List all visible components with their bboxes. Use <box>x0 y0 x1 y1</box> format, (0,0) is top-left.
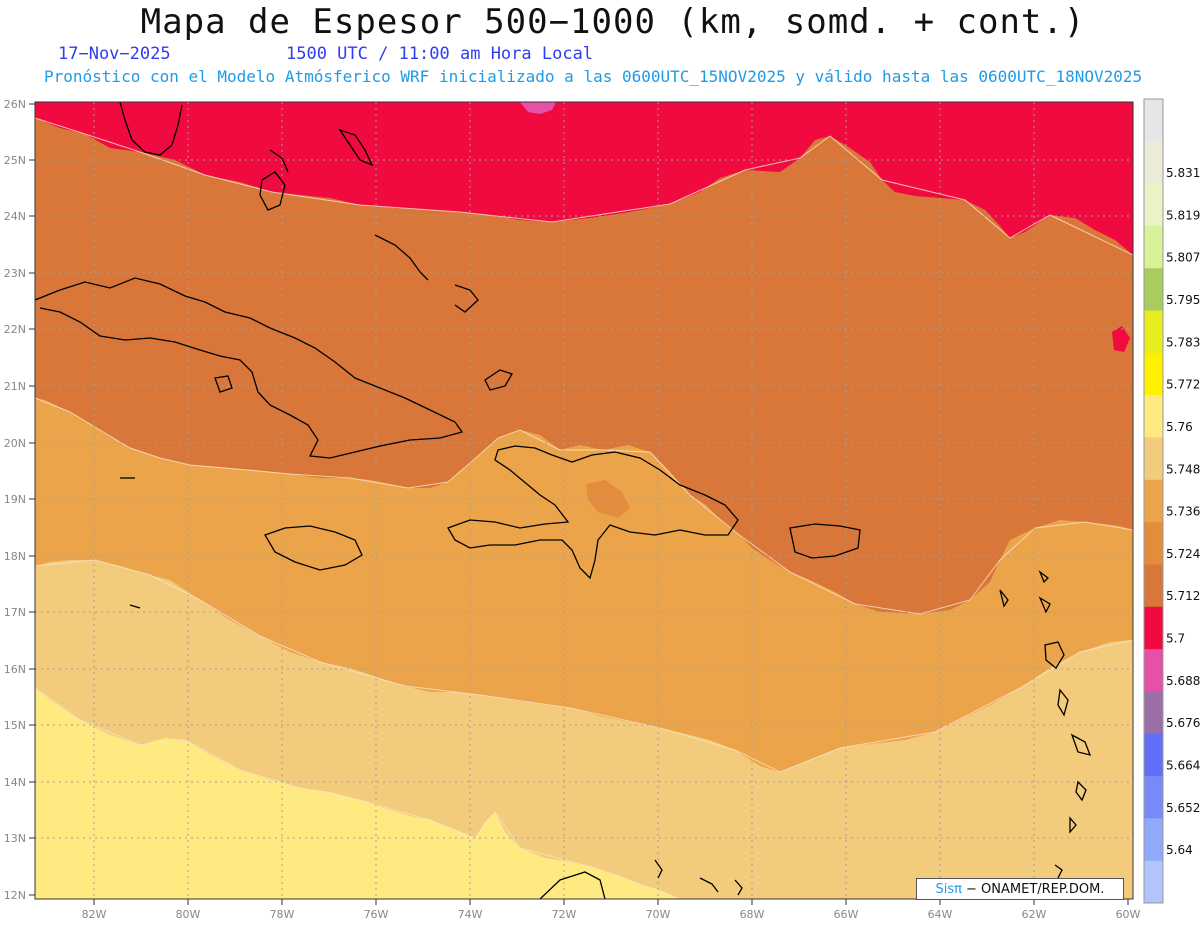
lon-label: 64W <box>928 908 953 921</box>
map-area <box>35 102 1133 899</box>
lat-label: 22N <box>4 323 26 336</box>
band-5736 <box>35 398 1133 772</box>
colorbar-label: 5.819 <box>1166 208 1200 222</box>
colorbar-label: 5.783 <box>1166 335 1200 349</box>
forecast-date: 17−Nov−2025 <box>58 44 171 64</box>
lat-label: 17N <box>4 606 26 619</box>
jamaica-coast <box>264 525 363 571</box>
lat-label: 23N <box>4 267 26 280</box>
colorbar-label: 5.7 <box>1166 632 1185 646</box>
lon-label: 74W <box>458 908 483 921</box>
lon-label: 82W <box>82 908 107 921</box>
colorbar-label: 5.795 <box>1166 293 1200 307</box>
lat-label: 18N <box>4 550 26 563</box>
credit-box: Sisπ − ONAMET/REP.DOM. <box>916 878 1124 900</box>
lon-label: 72W <box>552 908 577 921</box>
colorbar-swatch <box>1144 437 1163 481</box>
colorbar-label: 5.772 <box>1166 378 1200 392</box>
colorbar-swatch <box>1144 141 1163 185</box>
puerto-rico-coast <box>789 523 861 559</box>
credit-org: − ONAMET/REP.DOM. <box>966 881 1105 897</box>
band-5712 <box>35 102 1133 614</box>
colorbar-swatch <box>1144 183 1163 227</box>
lon-label: 80W <box>176 908 201 921</box>
colorbar-swatch <box>1144 818 1163 862</box>
lon-label: 76W <box>364 908 389 921</box>
lat-label: 16N <box>4 663 26 676</box>
hispaniola-coast <box>447 445 739 580</box>
band-57 <box>35 102 1133 255</box>
lat-label: 24N <box>4 210 26 223</box>
colorbar-swatch <box>1144 395 1163 439</box>
colorbar-label: 5.748 <box>1166 462 1200 476</box>
lon-label: 60W <box>1116 908 1141 921</box>
colorbar: 5.831 5.819 5.807 5.795 5.783 5.772 5.76 5.748 5… <box>1143 98 1200 904</box>
lon-label: 62W <box>1022 908 1047 921</box>
colorbar-frame <box>1143 98 1164 904</box>
bahamas-eleuthera <box>338 128 374 167</box>
colorbar-label: 5.724 <box>1166 547 1200 561</box>
colorbar-label: 5.676 <box>1166 716 1200 730</box>
lat-label: 14N <box>4 776 26 789</box>
colorbar-swatch <box>1144 776 1163 819</box>
lat-label: 21N <box>4 380 26 393</box>
colorbar-label: 5.664 <box>1166 758 1200 772</box>
lat-label: 25N <box>4 154 26 167</box>
lon-label: 70W <box>646 908 671 921</box>
longitude-labels: 82W 80W 78W 76W 74W 72W 70W 68W 66W 64W … <box>82 908 1141 921</box>
colorbar-label: 5.64 <box>1166 843 1193 857</box>
lat-label: 19N <box>4 493 26 506</box>
band-5688-patch <box>520 102 556 114</box>
colorbar-label: 5.652 <box>1166 801 1200 815</box>
forecast-time: 1500 UTC / 11:00 am Hora Local <box>286 44 594 64</box>
colorbar-swatch <box>1144 649 1163 692</box>
colorbar-swatch <box>1144 352 1163 396</box>
lat-label: 20N <box>4 437 26 450</box>
lon-label: 68W <box>740 908 765 921</box>
lat-label: 13N <box>4 832 26 845</box>
colorbar-swatch <box>1144 225 1163 269</box>
lat-label: 26N <box>4 98 26 111</box>
map-frame <box>34 101 1134 900</box>
tick-marks <box>29 103 1129 905</box>
colorbar-swatch <box>1144 564 1163 608</box>
latitude-labels: 26N 25N 24N 23N 22N 21N 20N 19N 18N 17N … <box>4 98 26 902</box>
coastlines <box>35 102 1092 899</box>
model-subtitle: Pronóstico con el Modelo Atmósferico WRF… <box>44 67 1143 86</box>
colorbar-label: 5.831 <box>1166 166 1200 180</box>
lat-label: 15N <box>4 719 26 732</box>
bahamas-andros <box>259 171 286 211</box>
colorbar-swatch <box>1144 691 1163 735</box>
colorbar-swatch <box>1144 268 1163 312</box>
lon-label: 78W <box>270 908 295 921</box>
colorbar-swatch <box>1144 860 1163 904</box>
colorbar-swatch <box>1144 522 1163 565</box>
colorbar-label: 5.688 <box>1166 674 1200 688</box>
colorbar-swatch <box>1144 606 1163 650</box>
colorbar-swatch <box>1144 99 1163 142</box>
colorbar-label: 5.736 <box>1166 505 1200 519</box>
cuba-coast <box>35 277 464 459</box>
contour-lines <box>35 117 1133 899</box>
south-america-coast <box>539 871 606 899</box>
colorbar-swatch <box>1144 733 1163 777</box>
colorbar-label: 5.807 <box>1166 251 1200 265</box>
lat-label: 12N <box>4 889 26 902</box>
band-576 <box>35 688 680 899</box>
colorbar-label: 5.76 <box>1166 420 1193 434</box>
colorbar-swatch <box>1144 310 1163 354</box>
map-title: Mapa de Espesor 500−1000 (km, somd. + co… <box>140 2 1086 42</box>
credit-brand: Sisπ <box>935 881 963 897</box>
band-5724-hispaniola <box>586 480 630 518</box>
colorbar-swatch <box>1144 479 1163 523</box>
band-57-patch <box>1112 326 1130 352</box>
florida-coast <box>119 102 183 156</box>
lon-label: 66W <box>834 908 859 921</box>
isla-juventud <box>214 375 233 393</box>
colorbar-label: 5.712 <box>1166 589 1200 603</box>
